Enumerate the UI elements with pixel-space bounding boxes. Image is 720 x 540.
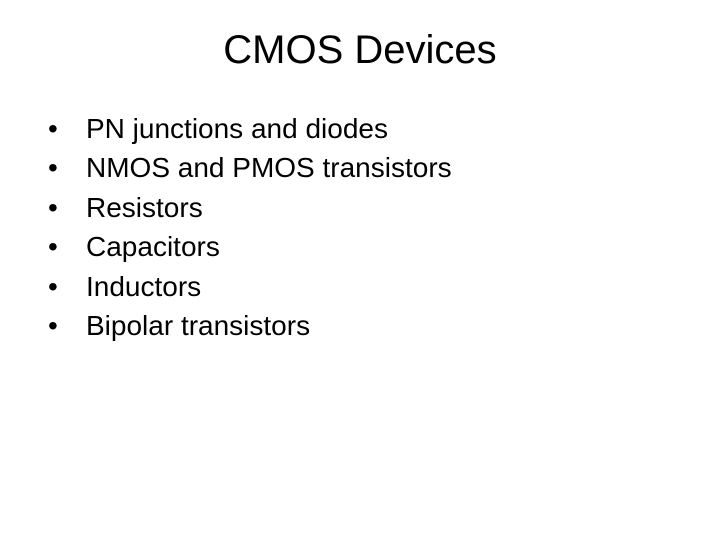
bullet-text: PN junctions and diodes [86, 111, 388, 147]
list-item: • Bipolar transistors [48, 308, 720, 344]
bullet-text: Bipolar transistors [86, 308, 310, 344]
bullet-text: Resistors [86, 190, 203, 226]
bullet-icon: • [48, 231, 86, 263]
bullet-list: • PN junctions and diodes • NMOS and PMO… [0, 111, 720, 344]
bullet-icon: • [48, 113, 86, 145]
bullet-icon: • [48, 192, 86, 224]
bullet-icon: • [48, 271, 86, 303]
slide-title: CMOS Devices [0, 28, 720, 73]
bullet-icon: • [48, 310, 86, 342]
bullet-text: Inductors [86, 269, 201, 305]
bullet-icon: • [48, 152, 86, 184]
list-item: • Inductors [48, 269, 720, 305]
slide-container: CMOS Devices • PN junctions and diodes •… [0, 0, 720, 540]
list-item: • Resistors [48, 190, 720, 226]
list-item: • PN junctions and diodes [48, 111, 720, 147]
bullet-text: Capacitors [86, 229, 220, 265]
list-item: • Capacitors [48, 229, 720, 265]
list-item: • NMOS and PMOS transistors [48, 150, 720, 186]
bullet-text: NMOS and PMOS transistors [86, 150, 452, 186]
